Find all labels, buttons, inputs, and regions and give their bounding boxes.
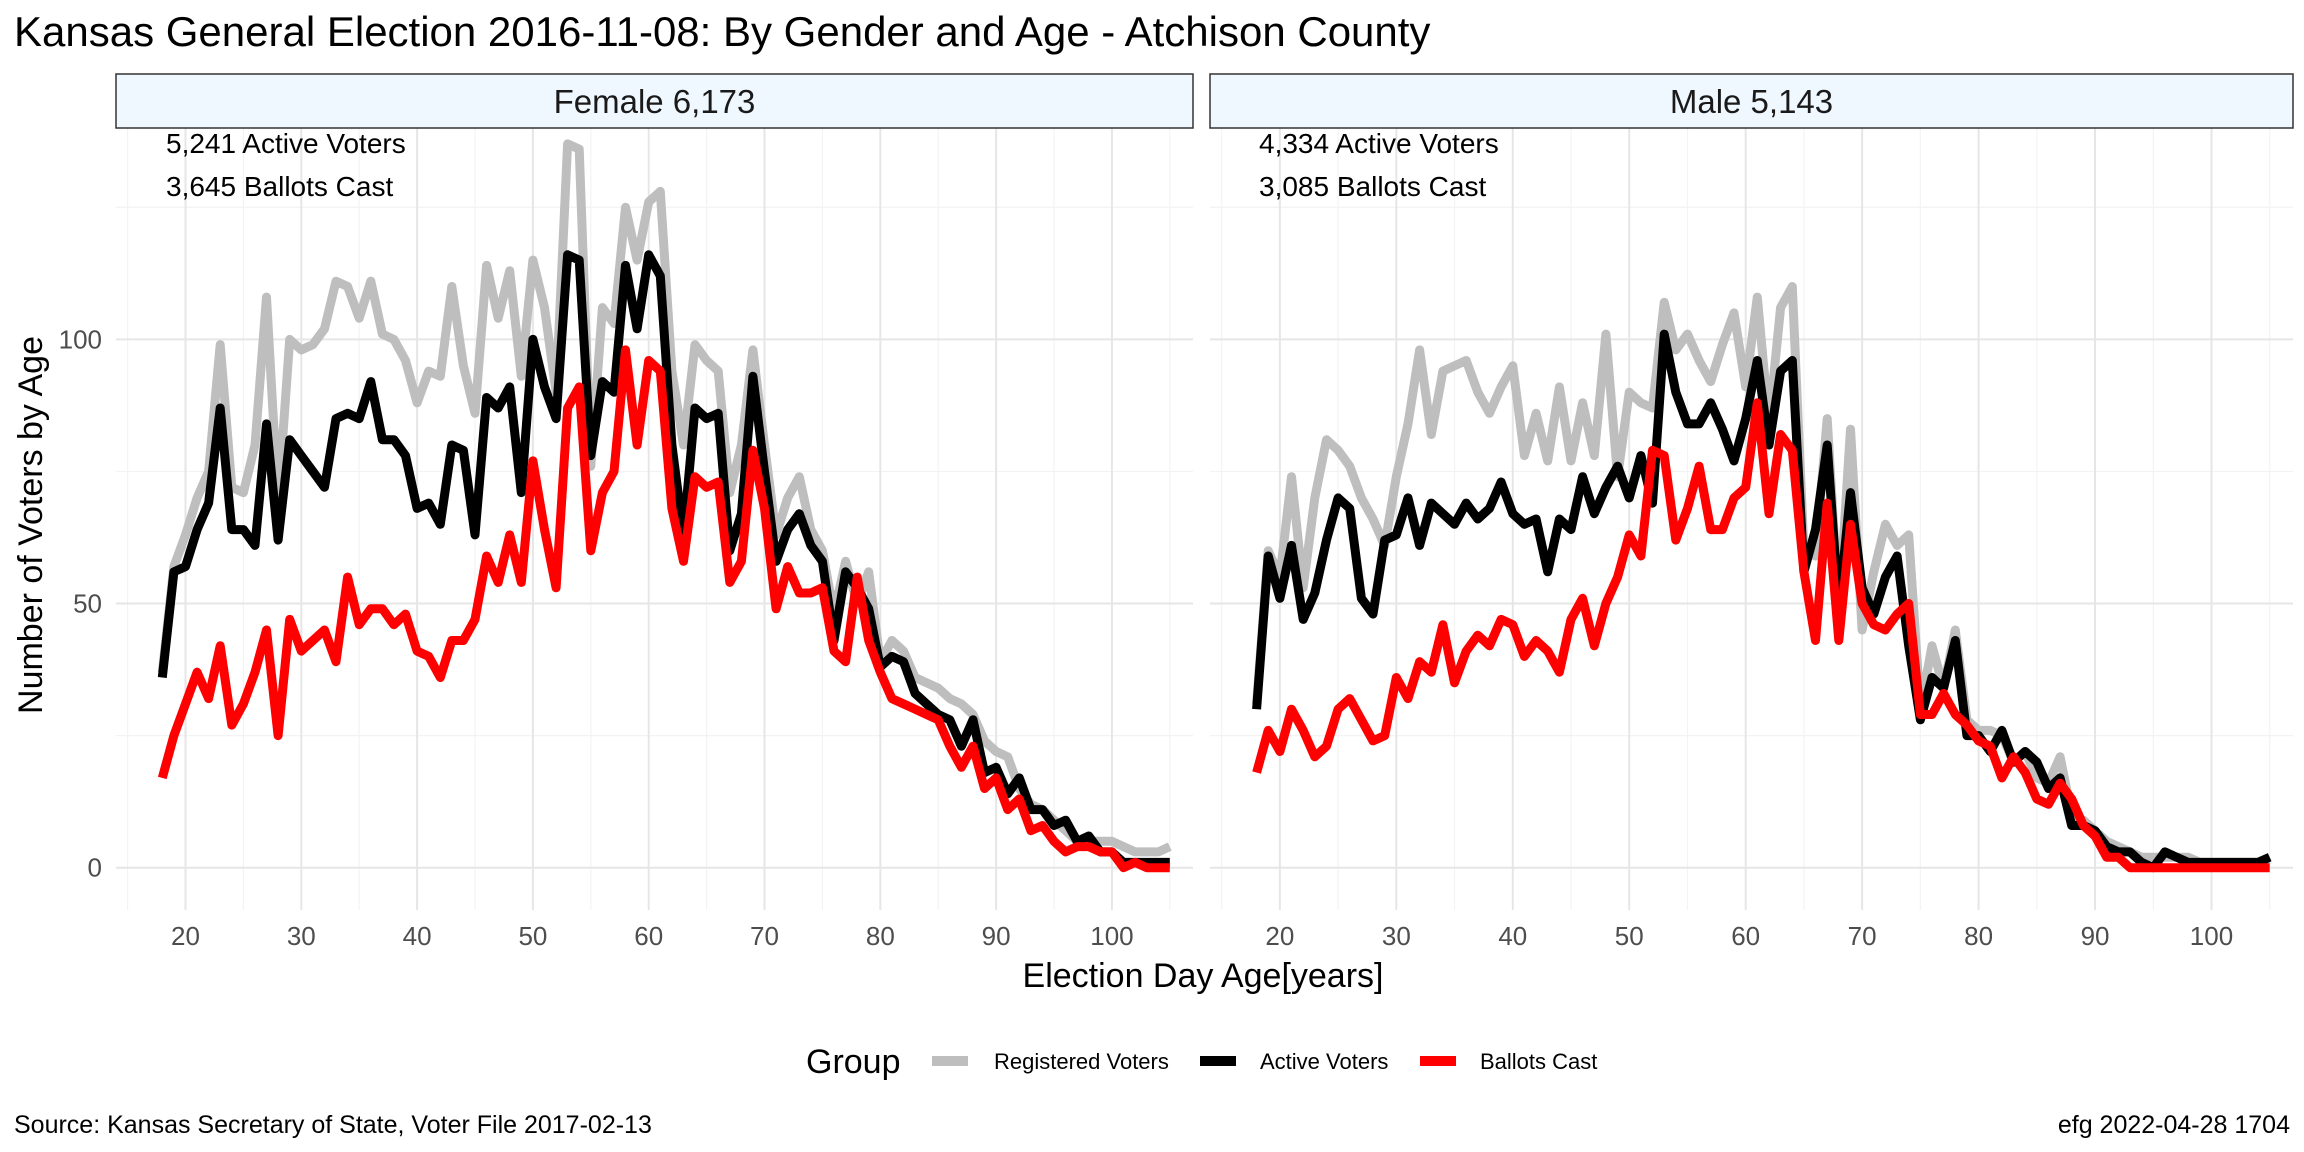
panel-strip — [1209, 73, 2294, 129]
legend-label-registered: Registered Voters — [994, 1049, 1169, 1074]
x-tick-label: 80 — [1964, 921, 1993, 951]
x-tick-label: 40 — [1498, 921, 1527, 951]
x-tick-label: 50 — [1615, 921, 1644, 951]
panel-annotation-ballots: 3,645 Ballots Cast — [166, 171, 393, 202]
y-axis-ticks: 0 50 100 — [59, 324, 102, 882]
y-tick-label: 50 — [73, 589, 102, 619]
x-tick-label: 70 — [750, 921, 779, 951]
x-tick-label: 40 — [403, 921, 432, 951]
legend-title: Group — [806, 1043, 901, 1081]
source-caption: Source: Kansas Secretary of State, Voter… — [14, 1111, 652, 1139]
x-tick-label: 100 — [1090, 921, 1133, 951]
panel-annotation-active: 4,334 Active Voters — [1259, 128, 1499, 159]
x-tick-label: 30 — [1382, 921, 1411, 951]
panel-strip-label: Male 5,143 — [1670, 83, 1833, 120]
panel-female: Female 6,173 5,241 Active Voters 3,645 B… — [115, 73, 1194, 951]
panel-male: Male 5,143 4,334 Active Voters 3,085 Bal… — [1209, 73, 2294, 951]
series-line-ballots-cast — [157, 345, 1170, 873]
x-tick-label: 90 — [982, 921, 1011, 951]
x-tick-label: 60 — [634, 921, 663, 951]
legend-label-ballots: Ballots Cast — [1480, 1049, 1597, 1074]
legend-label-active: Active Voters — [1260, 1049, 1388, 1074]
x-tick-label: 80 — [866, 921, 895, 951]
panel-strip — [115, 73, 1194, 129]
x-tick-label: 30 — [287, 921, 316, 951]
x-tick-label: 20 — [171, 921, 200, 951]
x-tick-label: 60 — [1731, 921, 1760, 951]
panel-strip-label: Female 6,173 — [554, 83, 756, 120]
x-tick-label: 90 — [2081, 921, 2110, 951]
y-tick-label: 0 — [88, 853, 102, 883]
panel-annotation-active: 5,241 Active Voters — [166, 128, 406, 159]
x-tick-label: 50 — [518, 921, 547, 951]
x-tick-label: 100 — [2190, 921, 2233, 951]
x-tick-label: 20 — [1265, 921, 1294, 951]
x-tick-label: 70 — [1848, 921, 1877, 951]
y-tick-label: 100 — [59, 324, 102, 354]
panel-annotation-ballots: 3,085 Ballots Cast — [1259, 171, 1486, 202]
y-axis-title: Number of Voters by Age — [12, 336, 50, 714]
series-line-active-voters — [157, 250, 1170, 867]
chart-title: Kansas General Election 2016-11-08: By G… — [14, 8, 1430, 55]
series-line-registered-voters — [157, 139, 1172, 857]
series-line-ballots-cast — [1252, 398, 2270, 873]
x-axis-title: Election Day Age[years] — [1023, 957, 1384, 995]
credit-caption: efg 2022-04-28 1704 — [2058, 1111, 2290, 1139]
legend: Group Registered Voters Active Voters Ba… — [806, 1043, 1597, 1081]
